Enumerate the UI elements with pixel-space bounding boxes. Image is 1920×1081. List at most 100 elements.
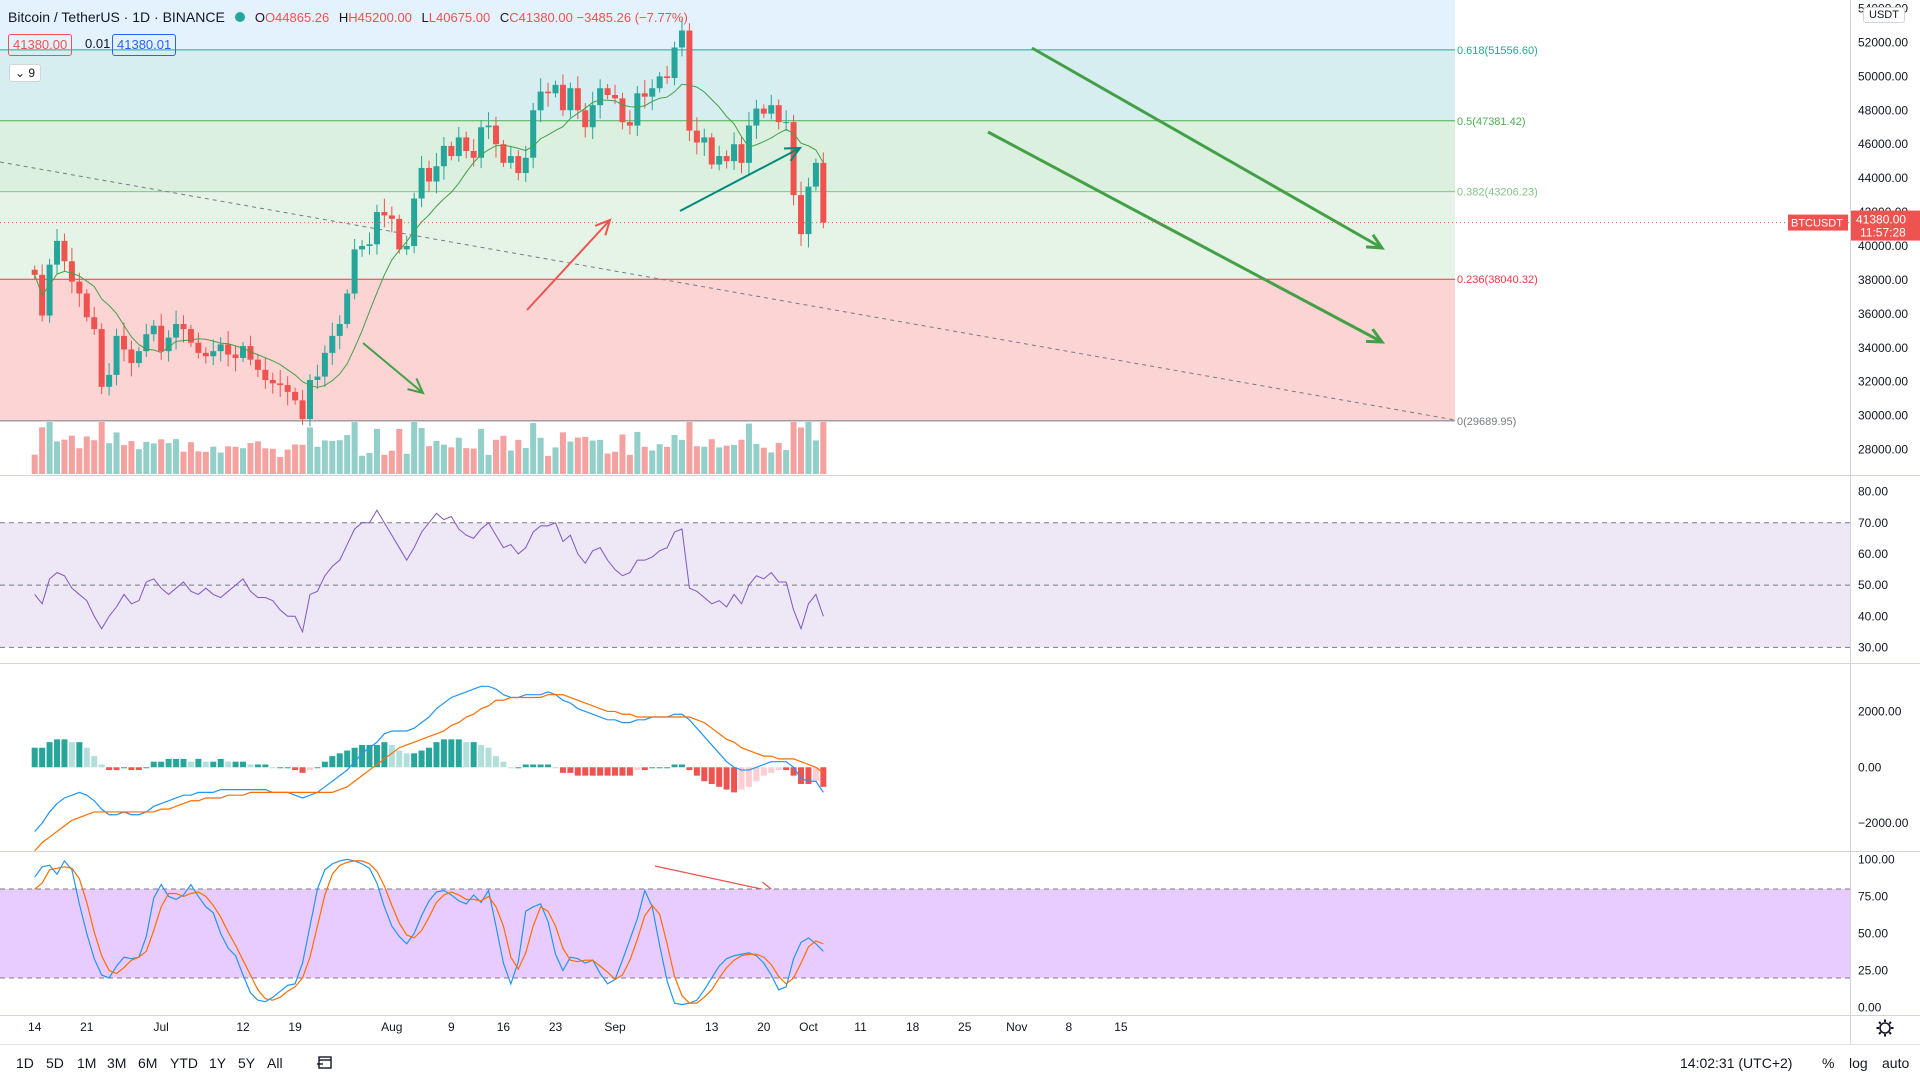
symbol-tag-bg: [1788, 214, 1848, 231]
currency-label[interactable]: USDT: [1863, 7, 1905, 23]
symbol-title[interactable]: Bitcoin / TetherUS · 1D · BINANCE: [8, 9, 225, 25]
candle-body: [760, 108, 767, 114]
auto-toggle[interactable]: auto: [1882, 1055, 1910, 1071]
candle-body: [678, 30, 685, 48]
time-tick-label: 19: [288, 1020, 302, 1034]
macd-histogram-bar: [745, 767, 752, 787]
price-tick-label: 46000.00: [1858, 137, 1908, 151]
range-ytd[interactable]: YTD: [170, 1055, 198, 1071]
sell-price-box[interactable]: 41380.00: [8, 34, 73, 56]
range-3m[interactable]: 3M: [107, 1055, 127, 1071]
spread-value: 0.01: [85, 36, 111, 51]
range-5d[interactable]: 5D: [46, 1055, 64, 1071]
small-trend-arrow: [362, 342, 424, 394]
macd-histogram-bar: [463, 742, 470, 768]
volume-bar: [106, 443, 113, 474]
buy-price-box[interactable]: 41380.01: [112, 34, 177, 56]
volume-bar: [240, 448, 247, 474]
candle-body: [187, 329, 194, 343]
range-all[interactable]: All: [267, 1055, 283, 1071]
settings-gear-icon[interactable]: [1876, 1019, 1894, 1037]
volume-bar: [552, 447, 559, 474]
macd-histogram-bar: [597, 767, 604, 776]
volume-bar: [173, 439, 180, 474]
indicators-toggle[interactable]: ⌄ 9: [9, 64, 42, 82]
macd-histogram-bar: [470, 742, 477, 768]
volume-bar: [120, 445, 127, 474]
volume-bar: [440, 444, 447, 474]
price-tick-label: 38000.00: [1858, 273, 1908, 287]
rally-arrow: [526, 219, 611, 311]
macd-histogram-bar: [693, 767, 700, 776]
candle-body: [582, 110, 589, 128]
candle-body: [240, 346, 247, 358]
volume-bar: [113, 432, 120, 474]
time-tick-label: 8: [1066, 1020, 1073, 1034]
macd-histogram-bar: [433, 742, 440, 768]
time-tick-label: 18: [906, 1020, 920, 1034]
range-6m[interactable]: 6M: [138, 1055, 158, 1071]
volume-bar: [567, 441, 574, 474]
range-1y[interactable]: 1Y: [209, 1055, 227, 1071]
candle-body: [649, 88, 656, 97]
macd-histogram-bar: [440, 739, 447, 768]
volume-bar: [701, 446, 708, 474]
macd-histogram-bar: [39, 747, 46, 768]
candle-body: [91, 317, 98, 330]
price-tick-label: 52000.00: [1858, 35, 1908, 49]
volume-bar: [150, 443, 157, 474]
candle-body: [359, 245, 366, 250]
macd-histogram-bar: [143, 767, 150, 769]
volume-bar: [507, 450, 514, 474]
volume-bar: [693, 446, 700, 474]
rsi-tick-label: 60.00: [1858, 547, 1888, 561]
macd-histogram-bar: [225, 761, 232, 768]
volume-bar: [284, 449, 291, 474]
last-price-value: 41380.00: [1856, 213, 1906, 227]
candle-body: [664, 76, 671, 79]
bottom-toolbar: 1D 5D 1M 3M 6M YTD 1Y 5Y All 14:02:31 (U…: [0, 1044, 1920, 1081]
macd-histogram-bar: [381, 742, 388, 768]
macd-histogram-bar: [582, 767, 589, 776]
volume-bar: [396, 429, 403, 474]
fib-level-label: 0(29689.95): [1457, 416, 1516, 428]
stoch-k-line: [34, 858, 824, 1006]
macd-histogram-bar: [671, 764, 678, 768]
log-toggle[interactable]: log: [1849, 1055, 1868, 1071]
open-value: O44865.26: [264, 9, 330, 25]
volume-bar: [686, 422, 693, 474]
candle-body: [597, 88, 604, 106]
candle-body: [321, 352, 328, 377]
macd-histogram-bar: [492, 756, 499, 768]
macd-histogram-bar: [113, 767, 120, 771]
percent-toggle[interactable]: %: [1822, 1055, 1835, 1071]
bar-countdown: 11:57:28: [1860, 226, 1906, 240]
macd-histogram-bar: [46, 742, 53, 768]
range-1d[interactable]: 1D: [16, 1055, 34, 1071]
stoch-tick-label: 50.00: [1858, 927, 1888, 941]
volume-bar: [306, 427, 313, 474]
candle-body: [492, 125, 499, 145]
macd-histogram-bar: [760, 767, 767, 776]
macd-histogram-bar: [656, 767, 663, 769]
candle-body: [656, 76, 663, 89]
volume-bar: [68, 435, 75, 474]
candle-body: [783, 122, 790, 124]
macd-histogram-bar: [158, 761, 165, 768]
candle-body: [388, 215, 395, 219]
candle-body: [671, 47, 678, 79]
date-range-icon[interactable]: [316, 1055, 334, 1074]
close-value: C41380.00: [509, 9, 573, 25]
macd-histogram-bar: [262, 764, 269, 768]
candle-body: [135, 351, 142, 364]
volume-bar: [329, 440, 336, 474]
signal-line: [34, 694, 824, 852]
volume-bar: [671, 435, 678, 474]
volume-bar: [165, 443, 172, 474]
range-1m[interactable]: 1M: [77, 1055, 97, 1071]
macd-histogram-bar: [559, 767, 566, 773]
channel-lower-arrow: [987, 130, 1383, 344]
clock-time[interactable]: 14:02:31 (UTC+2): [1680, 1055, 1793, 1071]
chart-canvas[interactable]: 0.618(51556.60) 0.5(47381.42) 0.382(43206.…: [0, 0, 1920, 1044]
range-5y[interactable]: 5Y: [238, 1055, 256, 1071]
